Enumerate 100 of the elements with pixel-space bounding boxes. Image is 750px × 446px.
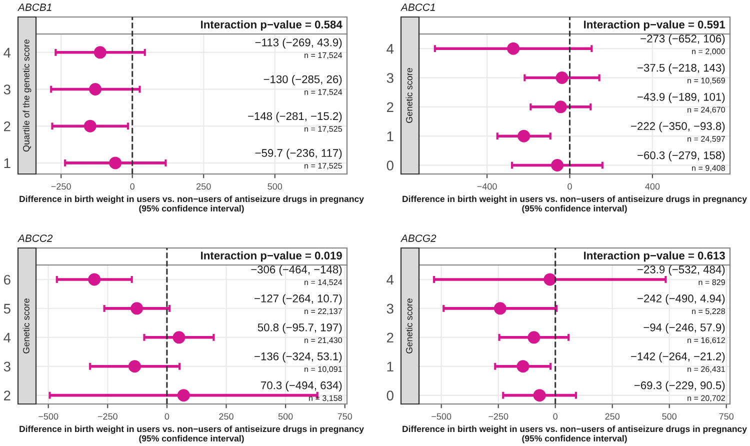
y-axis-title: Genetic score bbox=[22, 298, 30, 354]
point bbox=[556, 72, 568, 84]
annotation: −306 (−464, −148) bbox=[251, 265, 342, 276]
x-tick-label: −250 bbox=[51, 183, 71, 190]
annotation: −222 (−350, −93.8) bbox=[631, 122, 725, 132]
x-tick-label: −500 bbox=[432, 413, 452, 420]
annotation: n = 16,612 bbox=[688, 337, 725, 344]
x-tick-label: 500 bbox=[278, 413, 293, 420]
x-tick-label: 0 bbox=[568, 183, 572, 190]
y-tick-label: 4 bbox=[386, 274, 394, 285]
annotation: −242 (−490, 4.94) bbox=[638, 294, 725, 305]
annotation: n = 24,597 bbox=[688, 136, 725, 143]
annotation: 70.3 (−494, 634) bbox=[261, 381, 342, 392]
annotation: 50.8 (−95.7, 197) bbox=[258, 323, 342, 334]
y-axis-title: Genetic score bbox=[406, 298, 412, 354]
y-axis-title: Genetic score bbox=[406, 68, 412, 123]
x-axis-title: Difference in birth weight in users vs. non−users of antiseizure drugs in pregnancy (95% confidence interval) bbox=[20, 426, 364, 444]
x-tick-label: −250 bbox=[488, 413, 508, 420]
y-tick-label: 2 bbox=[4, 121, 10, 132]
annotation: −43.9 (−189, 101) bbox=[638, 92, 725, 104]
annotation: n = 3,158 bbox=[309, 395, 342, 402]
annotation: n = 9,408 bbox=[692, 165, 725, 172]
y-tick-label: 1 bbox=[4, 158, 10, 168]
annotation: −148 (−281, −15.2) bbox=[248, 112, 342, 122]
annotation: n = 10,569 bbox=[688, 78, 725, 84]
point bbox=[94, 46, 106, 59]
x-tick-label: 250 bbox=[196, 183, 211, 190]
text: Interaction p−value = 0.613 bbox=[584, 251, 725, 262]
x-tick-label: 0 bbox=[553, 413, 558, 420]
point bbox=[109, 156, 122, 170]
x-tick-label: 0 bbox=[130, 183, 135, 190]
y-tick-label: 4 bbox=[4, 332, 11, 342]
x-axis-title: Difference in birth weight in users vs. non−users of antiseizure drugs in pregnancy (95% confidence interval) bbox=[402, 426, 747, 444]
point bbox=[516, 360, 530, 373]
y-tick-label: 1 bbox=[387, 362, 394, 372]
chart-title: ABCG2 bbox=[400, 234, 436, 242]
x-axis-title: Difference in birth weight in users vs. non−users of antiseizure drugs in pregnancy (95% confidence interval) bbox=[402, 196, 747, 214]
annotation: −60.3 (−279, 158) bbox=[638, 151, 725, 162]
point bbox=[128, 360, 141, 373]
point bbox=[177, 389, 190, 402]
x-tick-label: 250 bbox=[605, 413, 620, 420]
x-tick-label: 250 bbox=[219, 413, 234, 420]
annotation: n = 26,431 bbox=[688, 366, 725, 373]
annotation: n = 14,524 bbox=[304, 279, 342, 286]
chart-title: ABCC1 bbox=[400, 4, 435, 11]
annotation: n = 17,525 bbox=[304, 126, 342, 133]
point bbox=[507, 42, 520, 55]
y-tick-label: 5 bbox=[4, 304, 10, 314]
y-tick-label: 3 bbox=[386, 304, 394, 314]
y-tick-label: 4 bbox=[386, 44, 394, 54]
point bbox=[544, 273, 556, 286]
annotation: n = 20,702 bbox=[688, 395, 725, 402]
x-tick-label: 0 bbox=[164, 413, 170, 420]
text: Interaction p−value = 0.591 bbox=[584, 20, 726, 31]
annotation: −130 (−285, 26) bbox=[264, 75, 342, 86]
annotation: −94 (−246, 57.9) bbox=[644, 323, 725, 334]
x-tick-label: −500 bbox=[38, 413, 58, 420]
text: Interaction p−value = 0.019 bbox=[201, 251, 342, 262]
annotation: −113 (−269, 43.9) bbox=[255, 38, 342, 49]
point bbox=[528, 331, 540, 344]
x-tick-label: 750 bbox=[719, 413, 734, 420]
y-tick-label: 0 bbox=[386, 160, 394, 170]
point bbox=[172, 331, 186, 344]
x-tick-label: −400 bbox=[477, 183, 497, 190]
x-tick-label: 500 bbox=[268, 183, 282, 190]
y-tick-label: 6 bbox=[4, 274, 10, 285]
y-tick-label: 0 bbox=[386, 390, 394, 400]
text: Interaction p−value = 0.584 bbox=[201, 20, 342, 31]
annotation: n = 17,524 bbox=[304, 52, 342, 60]
annotation: −136 (−324, 53.1) bbox=[254, 352, 342, 362]
annotation: n = 829 bbox=[698, 279, 725, 286]
annotation: n = 17,524 bbox=[304, 89, 342, 96]
y-tick-label: 2 bbox=[386, 102, 394, 112]
point bbox=[554, 100, 567, 114]
point bbox=[130, 302, 144, 315]
point bbox=[89, 83, 102, 96]
y-axis-title: Quartile of the genetic score bbox=[22, 39, 32, 152]
chart-title: ABCC2 bbox=[17, 234, 53, 242]
annotation: −127 (−264, 10.7) bbox=[254, 294, 342, 305]
point bbox=[494, 302, 506, 315]
annotation: −37.5 (−218, 143) bbox=[638, 64, 725, 74]
annotation: −273 (−652, 106) bbox=[640, 34, 725, 45]
x-tick-label: 750 bbox=[338, 413, 352, 420]
annotation: n = 24,670 bbox=[688, 106, 726, 114]
y-tick-label: 4 bbox=[4, 48, 11, 58]
annotation: −23.9 (−532, 484) bbox=[638, 265, 725, 276]
y-tick-label: 3 bbox=[4, 362, 10, 372]
y-tick-label: 2 bbox=[386, 332, 394, 342]
annotation: n = 5,228 bbox=[692, 308, 725, 316]
annotation: n = 22,137 bbox=[304, 308, 342, 316]
annotation: n = 21,430 bbox=[304, 337, 342, 344]
y-tick-label: 3 bbox=[386, 73, 394, 83]
point bbox=[533, 389, 546, 402]
point bbox=[84, 120, 96, 132]
y-tick-label: 3 bbox=[4, 84, 10, 94]
x-tick-label: −250 bbox=[98, 413, 118, 420]
annotation: −59.7 (−236, 117) bbox=[255, 148, 342, 160]
annotation: −142 (−264, −21.2) bbox=[631, 352, 725, 362]
y-tick-label: 2 bbox=[4, 390, 10, 400]
annotation: n = 10,091 bbox=[304, 366, 342, 373]
